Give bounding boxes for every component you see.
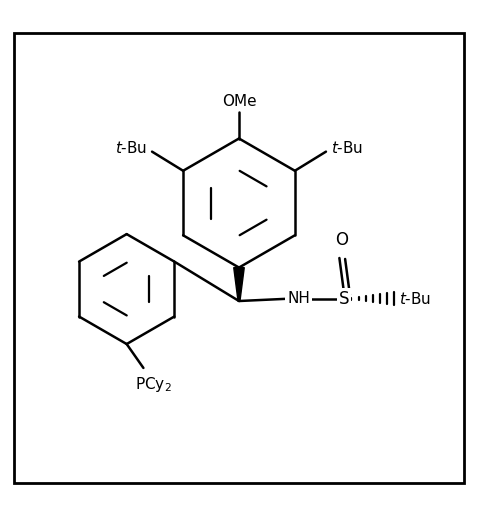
- Text: $t$-Bu: $t$-Bu: [115, 140, 147, 156]
- Text: NH: NH: [287, 291, 310, 306]
- Text: PCy$_2$: PCy$_2$: [135, 375, 171, 394]
- Text: O: O: [335, 231, 348, 249]
- Text: OMe: OMe: [222, 94, 256, 109]
- Polygon shape: [234, 268, 244, 301]
- Text: S: S: [339, 289, 349, 308]
- Text: $t$-Bu: $t$-Bu: [399, 291, 431, 307]
- Text: $t$-Bu: $t$-Bu: [331, 140, 363, 156]
